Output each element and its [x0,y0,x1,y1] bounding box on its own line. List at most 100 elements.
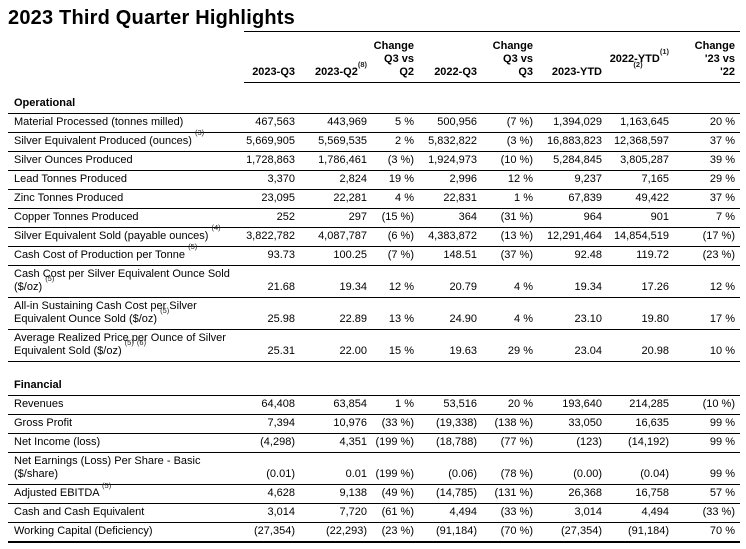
value-cell: 252 [244,208,300,228]
value-cell: 964 [538,208,607,228]
value-cell: 12,368,597 [607,132,674,152]
value-cell: 25.31 [244,329,300,362]
value-cell: 20.79 [419,265,482,298]
value-cell: (10 %) [674,395,740,415]
spacer-cell [8,361,740,377]
value-cell: 67,839 [538,189,607,209]
value-cell: 19.80 [607,297,674,330]
table-row: Silver Ounces Produced 1,728,863 1,786,461… [8,151,740,171]
value-cell: 4,494 [419,503,482,523]
column-header: Change Q3 vs Q3 [482,31,538,83]
value-cell: (23 %) [372,522,419,543]
value-cell: 29 % [482,329,538,362]
value-cell: 37 % [674,189,740,209]
table-row: All-in Sustaining Cash Cost per Silver E… [8,297,740,330]
value-cell: (33 %) [372,414,419,434]
value-cell: (61 %) [372,503,419,523]
value-cell: 148.51 [419,246,482,266]
column-header: 2023-Q3 [244,31,300,83]
column-header: 2022-Q3 [419,31,482,83]
value-cell: 19.34 [300,265,372,298]
header-row: 2023-Q3 2023-Q2(8) Change Q3 vs Q2 2022-Q3 Cha… [8,31,740,83]
value-cell: 19 % [372,170,419,190]
column-header: Change '23 vs '22 [674,31,740,83]
row-label: Cash and Cash Equivalent [8,503,244,523]
value-cell: (91,184) [607,522,674,543]
value-cell: 2,996 [419,170,482,190]
value-cell: 12,291,464 [538,227,607,247]
value-cell: 3,370 [244,170,300,190]
value-cell: 57 % [674,484,740,504]
table-row: Cash Cost per Silver Equivalent Ounce So… [8,265,740,298]
value-cell: (138 %) [482,414,538,434]
spacer-cell [8,83,740,95]
value-cell: 64,408 [244,395,300,415]
value-cell: 5 % [372,113,419,133]
value-cell: 20 % [674,113,740,133]
value-cell: 49,422 [607,189,674,209]
value-cell: 99 % [674,414,740,434]
table-row: Net Earnings (Loss) Per Share - Basic ($… [8,452,740,485]
value-cell: (22,293) [300,522,372,543]
value-cell: 39 % [674,151,740,171]
value-cell: 22,831 [419,189,482,209]
value-cell: (0.04) [607,452,674,485]
value-cell: (199 %) [372,452,419,485]
value-cell: 5,284,845 [538,151,607,171]
value-cell: 70 % [674,522,740,543]
value-cell: (7 %) [482,113,538,133]
section-title: Financial [8,377,740,396]
value-cell: 37 % [674,132,740,152]
value-cell: 214,285 [607,395,674,415]
table-row: Adjusted EBITDA (5) 4,628 9,138 (49 %) (14,7… [8,482,740,504]
table-row: Zinc Tonnes Produced 23,095 22,281 4 % 22,83… [8,189,740,209]
value-cell: 0.01 [300,452,372,485]
value-cell: 23,095 [244,189,300,209]
value-cell: 4,087,787 [300,227,372,247]
value-cell: (31 %) [482,208,538,228]
value-cell: 7 % [674,208,740,228]
value-cell: 4,351 [300,433,372,453]
row-label: Net Earnings (Loss) Per Share - Basic ($… [8,452,244,485]
value-cell: 29 % [674,170,740,190]
table-row: Net Income (loss) (4,298) 4,351 (199 %) (18,… [8,433,740,453]
value-cell: (3 %) [372,151,419,171]
table-row: Revenues 64,408 63,854 1 % 53,516 20 % 193,640… [8,395,740,415]
value-cell: 14,854,519 [607,227,674,247]
value-cell: (199 %) [372,433,419,453]
value-cell: 53,516 [419,395,482,415]
row-label: Net Income (loss) [8,433,244,453]
value-cell: (7 %) [372,246,419,266]
value-cell: 1,394,029 [538,113,607,133]
value-cell: 193,640 [538,395,607,415]
value-cell: 4 % [372,189,419,209]
value-cell: (27,354) [538,522,607,543]
row-label: Gross Profit [8,414,244,434]
page-title: 2023 Third Quarter Highlights [8,7,295,29]
value-cell: 16,883,823 [538,132,607,152]
value-cell: 23.04 [538,329,607,362]
value-cell: 17.26 [607,265,674,298]
value-cell: 22.89 [300,297,372,330]
value-cell: (0.06) [419,452,482,485]
value-cell: 24.90 [419,297,482,330]
table-row: Gross Profit 7,394 10,976 (33 %) (19,338) (13… [8,414,740,434]
value-cell: 467,563 [244,113,300,133]
value-cell: 23.10 [538,297,607,330]
row-label: Silver Ounces Produced [8,151,244,171]
value-cell: 25.98 [244,297,300,330]
value-cell: 21.68 [244,265,300,298]
value-cell: 4 % [482,297,538,330]
row-label: Silver Equivalent Sold (payable ounces) … [8,224,244,247]
value-cell: 20.98 [607,329,674,362]
value-cell: 10 % [674,329,740,362]
row-label: Lead Tonnes Produced [8,170,244,190]
table-row: Lead Tonnes Produced 3,370 2,824 19 % 2,996 1… [8,170,740,190]
value-cell: 19.34 [538,265,607,298]
value-cell: 1 % [372,395,419,415]
column-header: 2023-Q2(8) [300,31,372,83]
value-cell: 5,569,535 [300,132,372,152]
value-cell: (14,192) [607,433,674,453]
table-row: Cash Cost of Production per Tonne (5) 93.… [8,243,740,266]
value-cell: 4,494 [607,503,674,523]
